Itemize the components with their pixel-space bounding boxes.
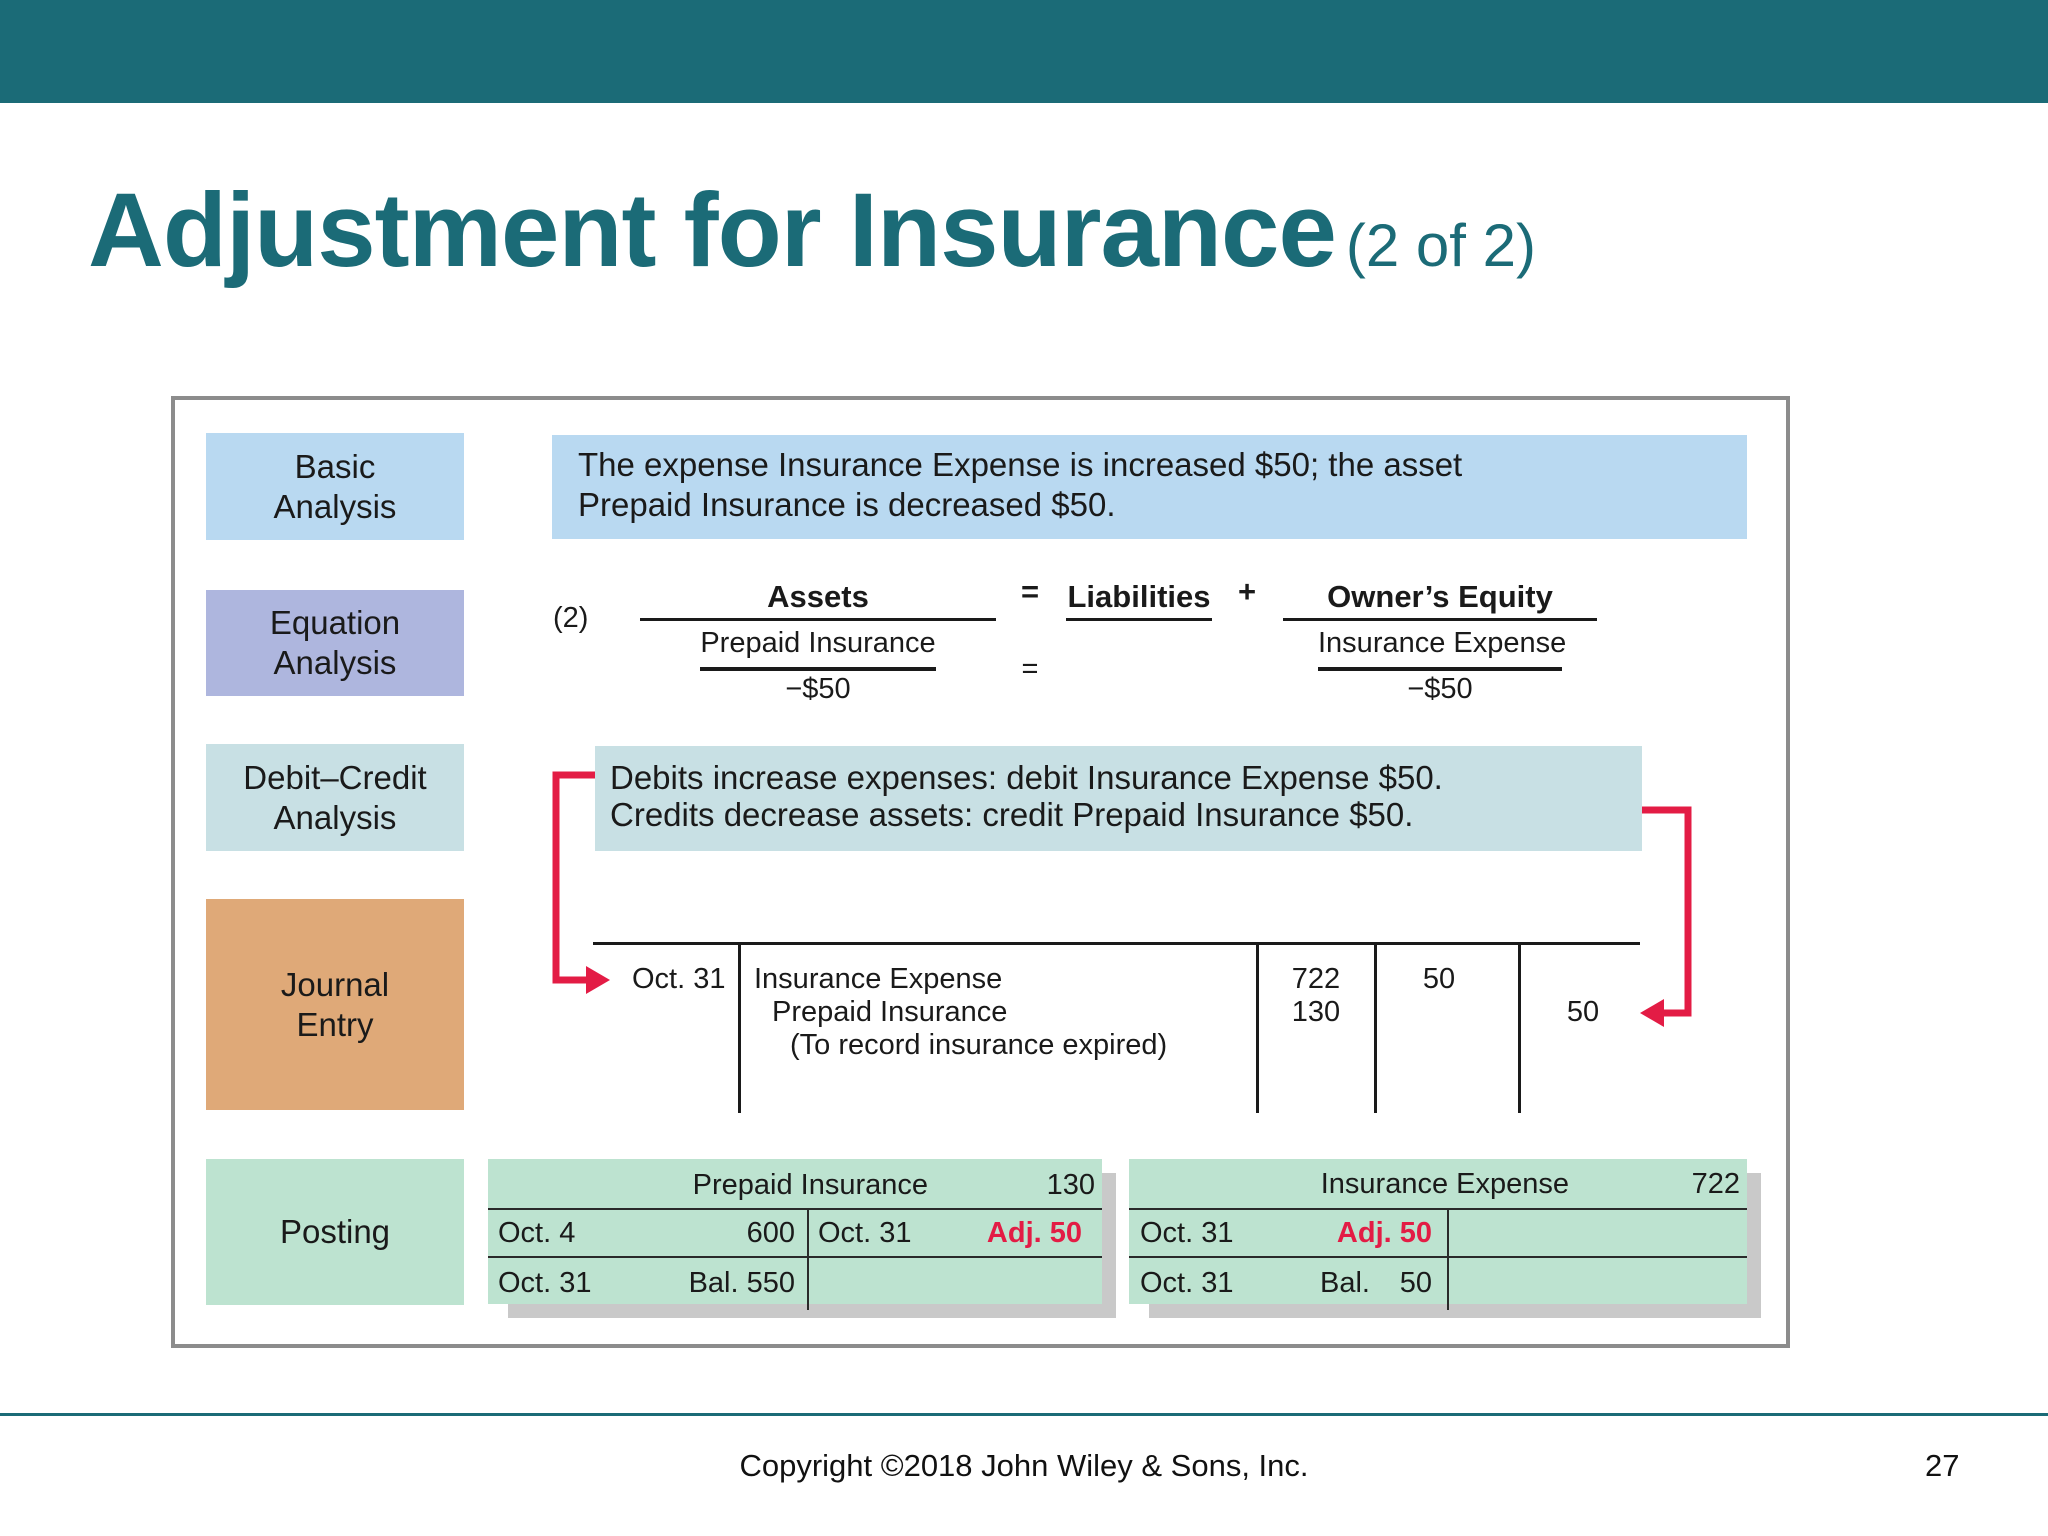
prepaid-row1-credit-amount: Adj. 50 [986,1217,1082,1249]
journal-col-rule-2 [1256,944,1259,1113]
prepaid-account-number: 130 [1046,1169,1095,1201]
expense-account-number: 722 [1691,1168,1740,1200]
prepaid-row2-date: Oct. 31 [498,1267,592,1299]
plus-sign: + [1237,574,1257,609]
credit-arrow-line [1642,806,1692,1017]
copyright-notice: Copyright ©2018 John Wiley & Sons, Inc. [739,1448,1309,1483]
equals-sign-bottom: = [1021,653,1039,685]
assets-account: Prepaid Insurance [700,627,936,659]
debit-arrow-line [552,771,595,984]
journal-date: Oct. 31 [632,963,726,995]
equity-header: Owner’s Equity [1327,579,1553,614]
debit-arrow-head [586,966,610,994]
journal-debit-amount: 50 [1422,963,1456,995]
equals-sign-top: = [1020,574,1040,609]
debit-credit-analysis-text: Debits increase expenses: debit Insuranc… [595,746,1642,851]
slide-title: Adjustment for Insurance (2 of 2) [88,178,1536,283]
journal-col-rule-4 [1518,944,1521,1113]
label-posting: Posting [206,1159,464,1305]
journal-col-rule-3 [1374,944,1377,1113]
equity-amount: −$50 [1407,673,1473,705]
credit-arrow-head [1640,999,1664,1027]
prepaid-rule-1 [488,1208,1102,1210]
expense-center-rule [1447,1210,1449,1310]
journal-debit-ref: 722 [1291,963,1341,995]
expense-rule-2 [1129,1256,1747,1258]
page-number: 27 [1925,1448,1960,1483]
slide-title-main: Adjustment for Insurance [88,172,1337,289]
expense-rule-1 [1129,1208,1747,1210]
prepaid-account-name: Prepaid Insurance [692,1169,928,1201]
journal-explanation: (To record insurance expired) [790,1029,1168,1061]
expense-row2-label: Bal. [1320,1267,1370,1299]
prepaid-row1-date: Oct. 4 [498,1217,576,1249]
label-debit-credit-analysis: Debit–Credit Analysis [206,744,464,851]
expense-row2-amount: 50 [1399,1267,1432,1299]
assets-account-rule [700,667,936,671]
journal-debit-account: Insurance Expense [754,963,1003,995]
equity-account-rule [1318,667,1562,671]
equity-account: Insurance Expense [1318,627,1567,659]
journal-credit-amount: 50 [1566,996,1600,1028]
label-basic-analysis: Basic Analysis [206,433,464,540]
label-equation-analysis: Equation Analysis [206,590,464,696]
assets-header-rule [640,618,996,621]
prepaid-rule-2 [488,1256,1102,1258]
expense-row1-date: Oct. 31 [1140,1217,1234,1249]
liabilities-header: Liabilities [1067,579,1211,614]
footer-rule [0,1413,2048,1416]
prepaid-row1-credit-date: Oct. 31 [818,1217,912,1249]
prepaid-row1-amount: 600 [746,1217,795,1249]
expense-row2-date: Oct. 31 [1140,1267,1234,1299]
expense-row1-amount: Adj. 50 [1336,1217,1432,1249]
top-banner [0,0,2048,103]
assets-header: Assets [767,579,869,614]
slide-title-sub: (2 of 2) [1345,212,1536,279]
prepaid-row2-amount: Bal. 550 [688,1267,795,1299]
liabilities-header-rule [1066,618,1212,621]
journal-col-rule-1 [738,944,741,1113]
expense-account-name: Insurance Expense [1320,1168,1569,1200]
journal-credit-ref: 130 [1291,996,1341,1028]
equity-header-rule [1283,618,1597,621]
insurance-expense-account [1129,1159,1747,1304]
prepaid-center-rule [807,1210,809,1310]
prepaid-insurance-account [488,1159,1102,1304]
basic-analysis-text: The expense Insurance Expense is increas… [552,435,1747,539]
assets-amount: −$50 [785,673,851,705]
equation-number: (2) [553,602,589,634]
journal-credit-account: Prepaid Insurance [772,996,1008,1028]
label-journal-entry: Journal Entry [206,899,464,1110]
journal-top-rule [593,942,1640,945]
